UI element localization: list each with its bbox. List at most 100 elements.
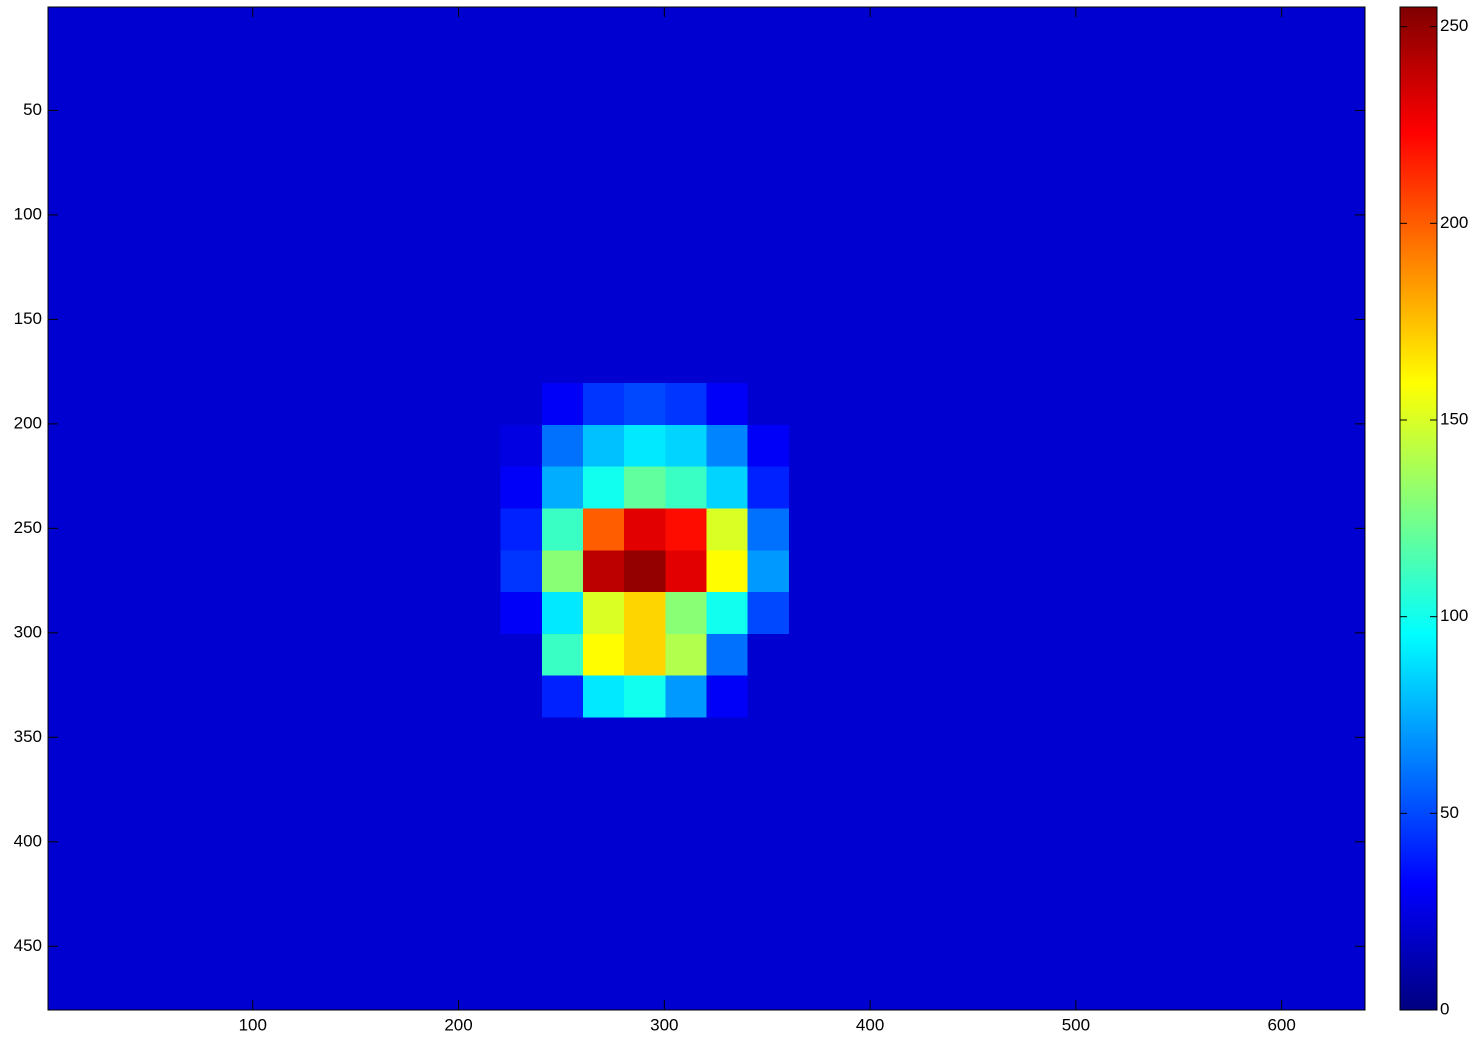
heatmap-cell [707,509,749,551]
heatmap-cell [748,91,790,133]
heatmap-cell [418,843,460,885]
heatmap-cell [1077,717,1119,759]
heatmap-cell [48,258,90,300]
heatmap-cell [1077,550,1119,592]
heatmap-cell [1200,509,1242,551]
heatmap-cell [542,216,584,258]
heatmap-cell [1036,843,1078,885]
heatmap-cell [1118,7,1160,49]
heatmap-cell [542,801,584,843]
heatmap-cell [1324,885,1366,927]
heatmap-cell [707,49,749,91]
heatmap-cell [377,174,419,216]
heatmap-cell [171,383,213,425]
heatmap-cell [1077,926,1119,968]
x-tick-label: 100 [239,1015,267,1034]
heatmap-cell [418,550,460,592]
heatmap-cell [1242,717,1284,759]
heatmap-cell [171,174,213,216]
heatmap-cell [89,509,131,551]
chart: 1002003004005006005010015020025030035040… [0,0,1483,1038]
heatmap-cell [254,550,296,592]
heatmap-cell [871,717,913,759]
heatmap-cell [953,174,995,216]
heatmap-cell [460,467,502,509]
heatmap-cell [213,383,255,425]
heatmap-cell [748,216,790,258]
heatmap-cell [1283,676,1325,718]
heatmap-cell [748,132,790,174]
heatmap-cell [336,174,378,216]
heatmap-cell [583,885,625,927]
heatmap-cell [254,885,296,927]
heatmap-cell [48,383,90,425]
heatmap-cell [130,467,172,509]
heatmap-cell [130,132,172,174]
heatmap-cell [665,258,707,300]
heatmap-cell [1242,759,1284,801]
heatmap-cell [1242,509,1284,551]
heatmap-cell [707,717,749,759]
heatmap-cell [377,132,419,174]
heatmap-cell [624,258,666,300]
heatmap-cell [1036,634,1078,676]
heatmap-cell [748,885,790,927]
heatmap-cell [1283,341,1325,383]
heatmap-cell [1324,425,1366,467]
heatmap-cell [377,7,419,49]
heatmap-cell [1077,49,1119,91]
heatmap-cell [1200,634,1242,676]
heatmap-cell [130,174,172,216]
heatmap-cell [1159,174,1201,216]
heatmap-cell [871,759,913,801]
heatmap-cell [830,383,872,425]
heatmap-cell [501,383,543,425]
heatmap-cell [871,509,913,551]
heatmap-cell [1283,550,1325,592]
heatmap-cell [995,676,1037,718]
heatmap-cell [254,216,296,258]
heatmap-cell [542,7,584,49]
heatmap-cell [377,550,419,592]
heatmap-cell [336,216,378,258]
heatmap-cell [1036,49,1078,91]
heatmap-cell [48,132,90,174]
heatmap-cell [501,759,543,801]
heatmap-cell [665,174,707,216]
heatmap-cell [542,132,584,174]
heatmap-cell [542,550,584,592]
heatmap-cell [501,801,543,843]
heatmap-cell [542,634,584,676]
heatmap-cell [89,717,131,759]
heatmap-cell [1036,717,1078,759]
heatmap-cell [748,676,790,718]
heatmap-cell [995,174,1037,216]
heatmap-cell [1077,801,1119,843]
heatmap-cell [295,634,337,676]
heatmap-cell [542,425,584,467]
heatmap-cell [213,91,255,133]
heatmap-cell [130,759,172,801]
heatmap-cell [1324,801,1366,843]
heatmap-cell [995,550,1037,592]
heatmap-cell [624,717,666,759]
heatmap-cell [295,885,337,927]
heatmap-cell [1118,91,1160,133]
heatmap-cell [254,717,296,759]
heatmap-cell [130,968,172,1010]
heatmap-cell [707,885,749,927]
heatmap-cell [624,216,666,258]
x-tick-label: 500 [1062,1015,1090,1034]
heatmap-cell [295,383,337,425]
heatmap-cell [1118,174,1160,216]
heatmap-cell [748,383,790,425]
heatmap-cell [48,759,90,801]
heatmap-cell [1118,509,1160,551]
heatmap-cell [377,467,419,509]
heatmap-cell [789,49,831,91]
colorbar-tick-label: 250 [1440,16,1468,35]
heatmap-cell [665,926,707,968]
heatmap-cell [912,885,954,927]
heatmap-cell [871,91,913,133]
heatmap-cell [89,49,131,91]
